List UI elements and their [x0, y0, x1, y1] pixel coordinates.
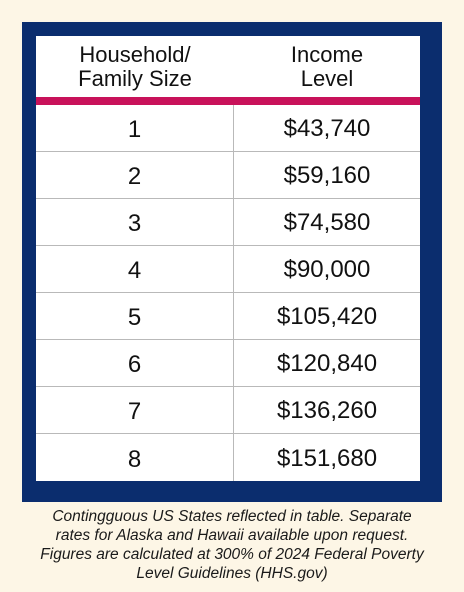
- table-row: 4 $90,000: [36, 246, 420, 293]
- household-size-cell: 5: [36, 293, 234, 339]
- table-body: 1 $43,740 2 $59,160 3 $74,580 4 $90,000 …: [36, 105, 420, 481]
- income-table: Household/ Family Size Income Level 1 $4…: [36, 36, 420, 481]
- income-level-cell: $151,680: [276, 444, 378, 472]
- income-level-cell: $43,740: [283, 115, 371, 142]
- table-row: 6 $120,840: [36, 340, 420, 387]
- table-row: 7 $136,260: [36, 387, 420, 434]
- table-header: Household/ Family Size Income Level: [36, 36, 420, 97]
- household-size-cell: 4: [36, 246, 234, 292]
- table-row: 1 $43,740: [36, 105, 420, 152]
- header-income-level: Income Level: [234, 41, 420, 91]
- table-row: 8 $151,680: [36, 434, 420, 481]
- household-size-cell: 6: [36, 340, 234, 386]
- header-income-level-line2: Level: [300, 65, 354, 91]
- footnote: Contingguous US States reflected in tabl…: [10, 507, 454, 583]
- header-accent-bar: [36, 97, 420, 105]
- income-level-cell: $136,260: [276, 397, 378, 424]
- income-level-cell: $59,160: [283, 162, 371, 189]
- footnote-line2: rates for Alaska and Hawaii available up…: [55, 527, 409, 544]
- header-household-size-line1: Household/: [79, 41, 191, 67]
- footnote-line4: Level Guidelines (HHS.gov): [136, 565, 328, 582]
- income-level-cell: $120,840: [276, 350, 378, 377]
- household-size-cell: 7: [36, 387, 234, 433]
- table-row: 2 $59,160: [36, 152, 420, 199]
- header-household-size-line2: Family Size: [78, 65, 192, 91]
- footnote-line1: Contingguous US States reflected in tabl…: [52, 508, 412, 525]
- table-row: 3 $74,580: [36, 199, 420, 246]
- household-size-cell: 8: [36, 434, 234, 481]
- income-level-cell: $105,420: [276, 303, 378, 330]
- table-row: 5 $105,420: [36, 293, 420, 340]
- household-size-cell: 2: [36, 152, 234, 198]
- household-size-cell: 3: [36, 199, 234, 245]
- header-income-level-line1: Income: [290, 41, 364, 67]
- footnote-line3: Figures are calculated at 300% of 2024 F…: [40, 546, 424, 563]
- household-size-cell: 1: [36, 105, 234, 151]
- income-level-cell: $74,580: [283, 209, 371, 236]
- income-level-cell: $90,000: [283, 256, 371, 283]
- header-household-size: Household/ Family Size: [36, 41, 234, 91]
